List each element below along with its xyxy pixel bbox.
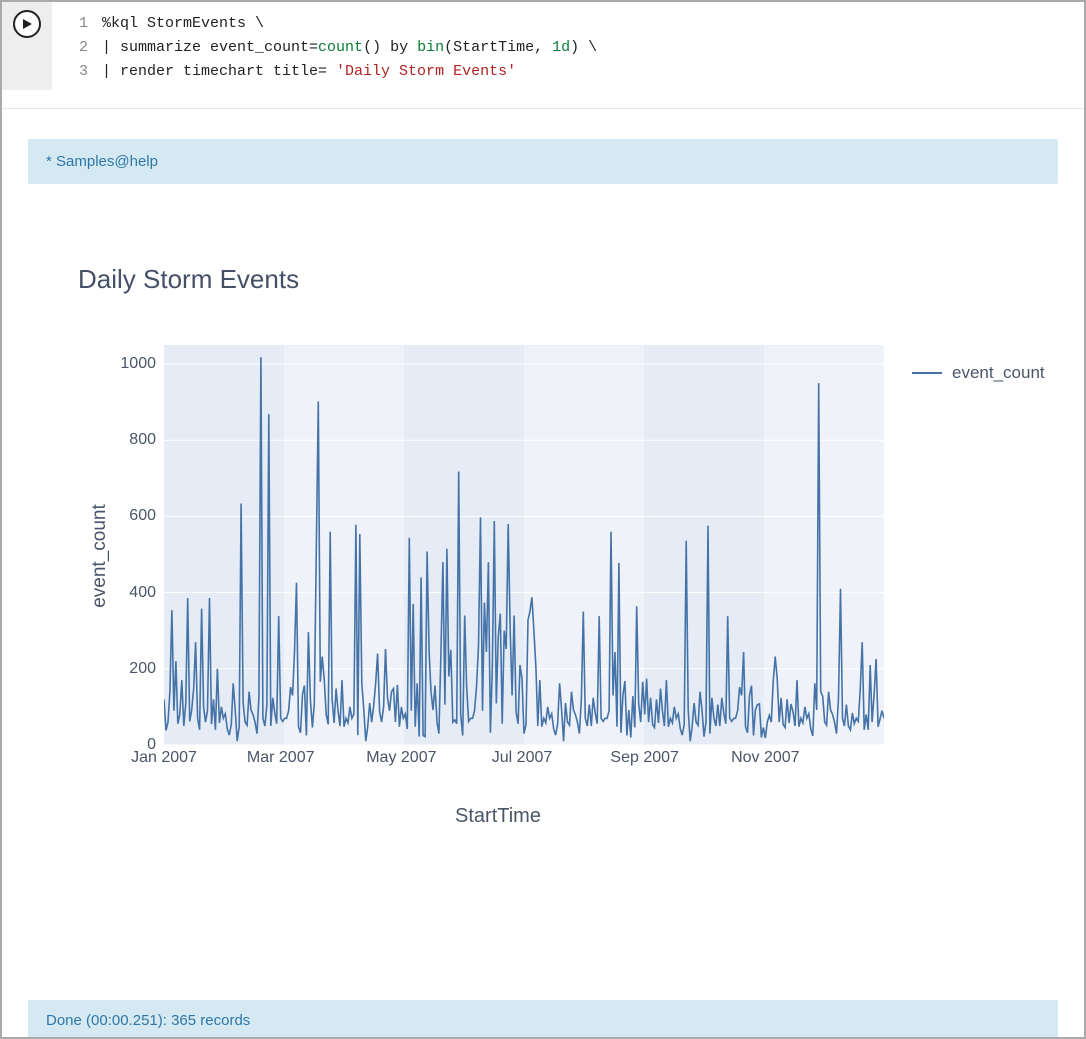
legend-label: event_count [952, 363, 1045, 383]
legend-swatch [912, 372, 942, 374]
banner-text: Samples@help [56, 153, 158, 170]
chart-container: Daily Storm Events event_count 020040060… [28, 184, 1058, 828]
y-axis-ticks: 02004006008001000 [108, 345, 164, 745]
code-editor[interactable]: 1%kql StormEvents \2| summarize event_co… [52, 2, 597, 84]
chart-legend[interactable]: event_count [912, 345, 1045, 383]
chart-plot-area[interactable] [164, 345, 884, 745]
context-banner[interactable]: * Samples@help [28, 139, 1058, 184]
x-axis-ticks: Jan 2007Mar 2007May 2007Jul 2007Sep 2007… [164, 745, 884, 767]
run-button[interactable] [13, 10, 41, 38]
status-text: Done (00:00.251): 365 records [46, 1012, 250, 1029]
play-icon [21, 18, 33, 30]
status-banner: Done (00:00.251): 365 records [28, 1000, 1058, 1037]
code-cell: 1%kql StormEvents \2| summarize event_co… [2, 2, 1084, 109]
chart-title: Daily Storm Events [78, 264, 1058, 295]
run-button-gutter [2, 2, 52, 90]
y-axis-label-wrap: event_count [78, 345, 108, 745]
banner-star: * [46, 153, 56, 170]
x-axis-label: StartTime [138, 805, 858, 828]
output-area: * Samples@help Daily Storm Events event_… [2, 109, 1084, 828]
